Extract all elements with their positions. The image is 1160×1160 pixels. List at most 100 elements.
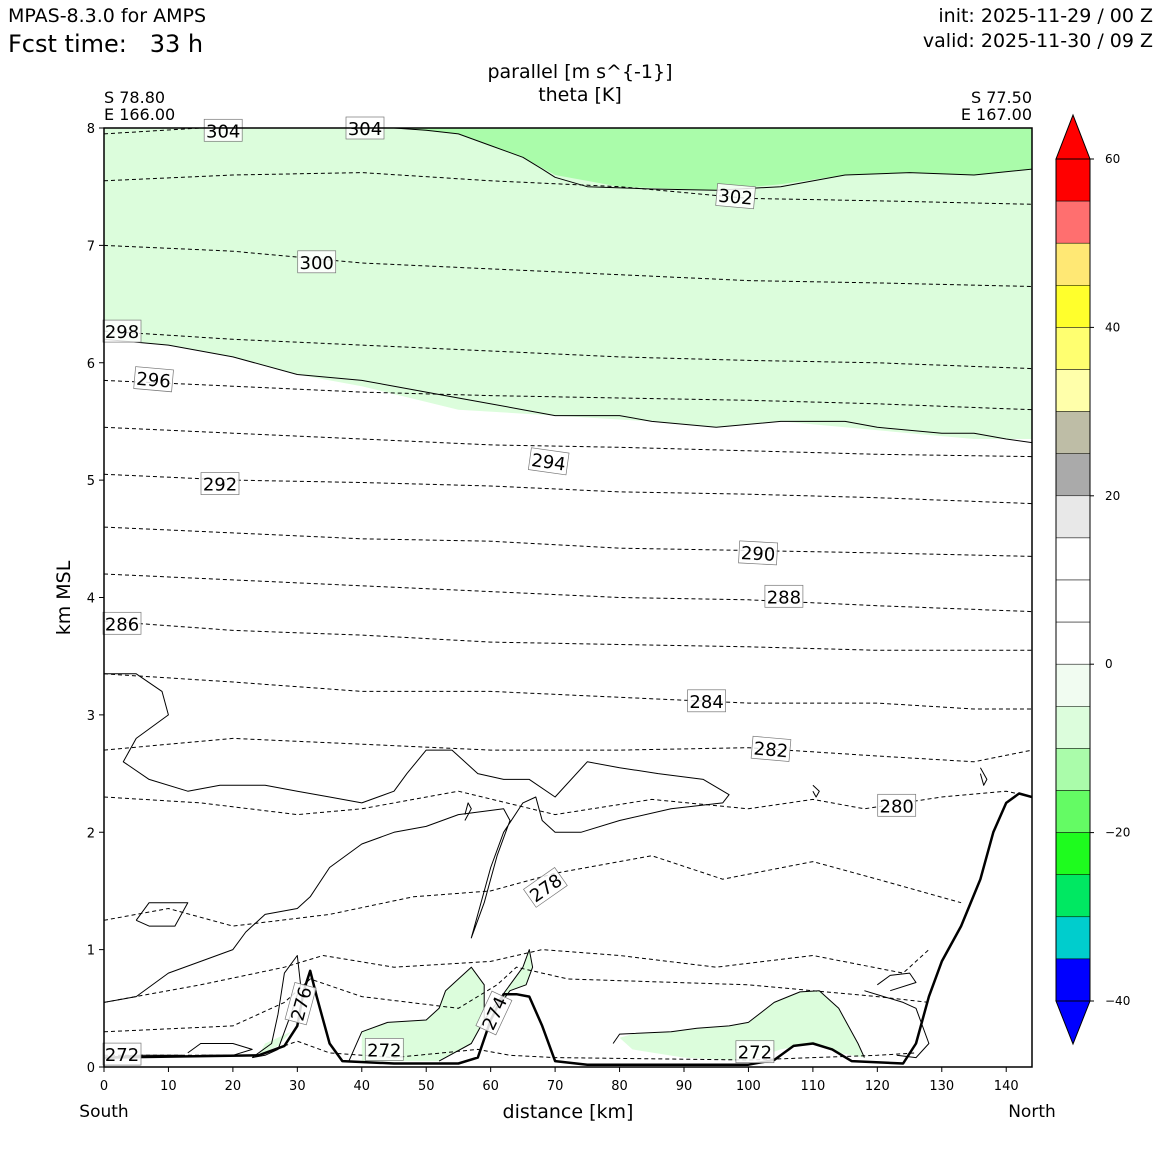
right-end-lat: S 77.50 [971, 88, 1032, 107]
theta-label-5: 296 [133, 366, 174, 393]
colorbar-bin [1055, 916, 1091, 960]
theta-label-text: 296 [135, 369, 171, 393]
x-tick-label: 130 [929, 1079, 954, 1094]
colorbar: 60 40 20 0 −20 −40 [1055, 113, 1130, 1046]
wind-shade-region-2 [258, 1031, 291, 1056]
colorbar-tick-label: 40 [1105, 320, 1120, 334]
x-tick-label: 140 [994, 1079, 1019, 1094]
colorbar-bin [1055, 158, 1091, 202]
theta-isentrope-280 [104, 790, 1032, 816]
colorbar-bin [1055, 621, 1091, 665]
wind-contour-0 [104, 673, 730, 1003]
theta-label-text: 298 [105, 322, 139, 343]
wind-shading-layer [104, 128, 1032, 1062]
colorbar-extend-max [1055, 113, 1091, 160]
theta-label-box [523, 867, 568, 908]
forecast-time-label: Fcst time: [8, 30, 127, 58]
north-label: North [1008, 1102, 1056, 1122]
colorbar-extend-min [1055, 1000, 1091, 1046]
colorbar-tick-label: −40 [1105, 994, 1130, 1008]
x-tick-label: 60 [482, 1079, 499, 1094]
colorbar-bin [1055, 537, 1091, 581]
theta-label-box [735, 1040, 775, 1064]
y-tick-label: 6 [87, 357, 95, 372]
x-tick-label: 70 [547, 1079, 564, 1094]
y-tick-label: 1 [87, 944, 95, 959]
colorbar-bin [1055, 958, 1091, 1002]
theta-label-box [715, 183, 756, 210]
x-tick-label: 50 [418, 1079, 435, 1094]
chart-title: parallel [m s^{-1}] [487, 61, 672, 83]
theta-label-box [764, 584, 804, 608]
theta-label-box [750, 735, 792, 762]
theta-label-text: 272 [105, 1045, 139, 1066]
theta-label-text: 272 [367, 1040, 401, 1061]
theta-label-12: 282 [750, 735, 792, 762]
colorbar-bin [1055, 411, 1091, 454]
theta-isentrope-284 [104, 673, 1032, 710]
y-tick-label: 5 [87, 474, 95, 489]
colorbar-tick-label: −20 [1105, 826, 1130, 840]
theta-isentrope-278 [104, 855, 962, 927]
theta-isentrope-274 [104, 966, 929, 1033]
theta-label-text: 282 [753, 738, 789, 762]
colorbar-frame [1055, 158, 1091, 1002]
theta-contour-layer [104, 128, 1032, 1061]
wind-contour-8 [864, 990, 930, 1059]
theta-label-box [200, 472, 240, 495]
theta-isentrope-296 [104, 379, 1032, 411]
x-tick-label: 120 [865, 1079, 890, 1094]
theta-label-11: 284 [687, 689, 726, 713]
x-axis-ticks: 0 10 20 30 40 50 60 70 80 90 100 110 120 130 140 [100, 1067, 1019, 1094]
theta-label-box [102, 1042, 142, 1066]
valid-time: valid: 2025-11-30 / 09 Z [922, 30, 1153, 52]
colorbar-bin [1055, 495, 1091, 539]
theta-label-7: 292 [200, 472, 240, 496]
wind-contour-14 [393, 128, 1032, 191]
x-tick-label: 0 [100, 1079, 108, 1094]
theta-label-text: 280 [880, 796, 914, 817]
theta-label-text: 294 [530, 450, 567, 476]
right-end-lon: E 167.00 [961, 105, 1032, 124]
colorbar-tick-label: 20 [1105, 489, 1120, 503]
y-tick-label: 2 [87, 826, 95, 841]
theta-isentrope-292 [104, 473, 1032, 505]
wind-contour-7 [612, 990, 865, 1058]
colorbar-bin [1055, 200, 1091, 244]
theta-label-9: 288 [764, 584, 804, 608]
theta-label-box [738, 540, 779, 566]
colorbar-bin [1055, 453, 1091, 497]
x-tick-label: 100 [736, 1079, 761, 1094]
theta-label-box [475, 990, 513, 1036]
chart-subtitle: theta [K] [538, 84, 622, 106]
x-tick-label: 110 [800, 1079, 825, 1094]
theta-isentrope-272 [104, 1040, 917, 1061]
wind-contour-13 [104, 338, 1032, 444]
theta-isentrope-302 [104, 172, 1032, 205]
colorbar-bin [1055, 242, 1091, 286]
theta-label-text: 288 [767, 587, 801, 608]
colorbar-tick-label: 0 [1105, 657, 1113, 671]
theta-label-text: 300 [300, 253, 334, 274]
y-axis-ticks: 0 1 2 3 4 5 6 7 8 [87, 122, 104, 1076]
colorbar-bin [1055, 706, 1091, 749]
colorbar-tick-label: 60 [1105, 152, 1120, 166]
y-tick-label: 8 [87, 122, 95, 137]
theta-label-text: 304 [206, 121, 240, 142]
theta-label-17: 272 [102, 1042, 142, 1066]
theta-label-14: 278 [523, 867, 568, 908]
theta-label-box [297, 250, 337, 274]
theta-label-2: 302 [715, 183, 756, 210]
theta-label-4: 298 [102, 319, 142, 343]
theta-label-layer: 304 304 302 300 298 296 294 292 290 288 286 284 282 2… [102, 116, 917, 1066]
x-tick-label: 30 [289, 1079, 306, 1094]
theta-label-text: 284 [689, 692, 723, 713]
theta-label-19: 272 [735, 1040, 775, 1064]
theta-isentrope-288 [104, 573, 1032, 613]
wind-shade-region-3 [361, 967, 485, 1062]
x-axis-label: distance [km] [503, 1101, 634, 1123]
theta-label-0: 304 [203, 118, 243, 142]
theta-isentrope-290 [104, 526, 1032, 557]
south-label: South [79, 1102, 128, 1122]
theta-label-text: 302 [717, 186, 753, 210]
